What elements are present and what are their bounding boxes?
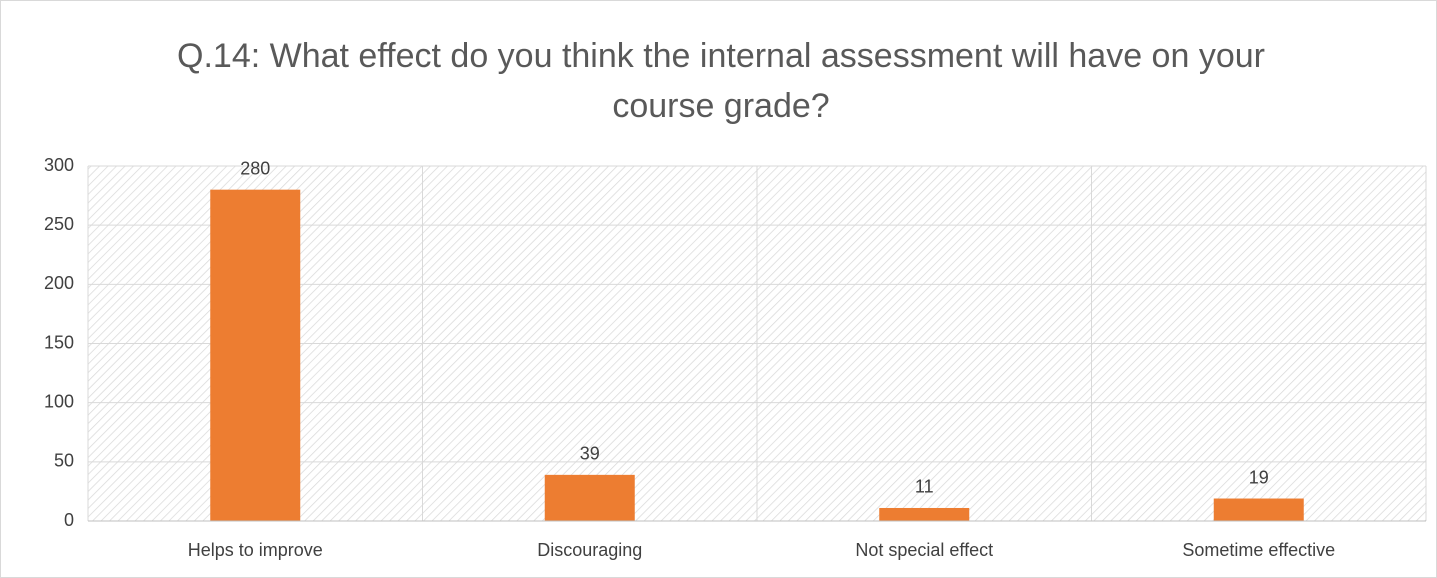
chart-title: Q.14: What effect do you think the inter…: [177, 37, 1265, 125]
bar: [1213, 498, 1304, 521]
x-tick-label: Sometime effective: [1182, 540, 1335, 560]
data-label: 39: [580, 444, 600, 464]
y-tick-label: 300: [44, 155, 74, 175]
x-tick-label: Discouraging: [537, 540, 642, 560]
bar: [879, 507, 970, 521]
y-tick-label: 0: [64, 510, 74, 530]
y-tick-label: 250: [44, 214, 74, 234]
data-label: 19: [1249, 467, 1269, 487]
data-label: 280: [240, 158, 270, 178]
data-label: 11: [915, 477, 934, 497]
y-tick-label: 150: [44, 332, 74, 352]
bar: [210, 189, 301, 521]
y-tick-label: 50: [54, 451, 74, 471]
x-tick-label: Not special effect: [855, 540, 993, 560]
y-tick-label: 200: [44, 273, 74, 293]
y-tick-label: 100: [44, 391, 74, 411]
bar: [544, 474, 635, 521]
x-tick-label: Helps to improve: [188, 540, 323, 560]
